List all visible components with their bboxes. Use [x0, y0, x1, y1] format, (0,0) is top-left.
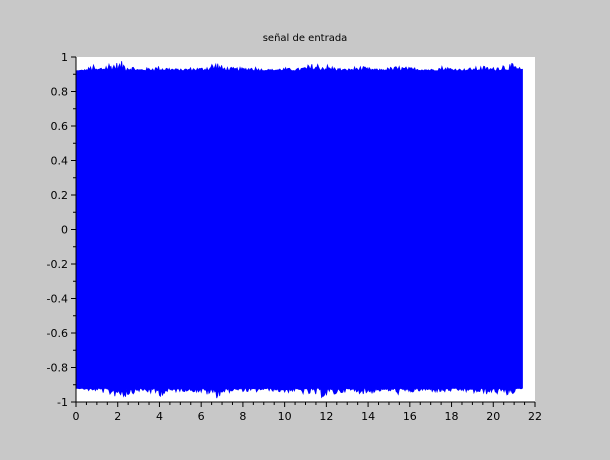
y-tick-label: 0 [61, 224, 68, 237]
y-tick-label: 1 [61, 51, 68, 64]
y-tick-label: 0.2 [51, 189, 69, 202]
y-tick-label: -0.8 [47, 362, 68, 375]
signal-series-0 [75, 61, 523, 399]
y-tick-label: -1 [57, 396, 68, 409]
x-tick-label: 2 [114, 410, 121, 423]
y-tick-label: -0.4 [47, 293, 68, 306]
x-tick-label: 16 [403, 410, 417, 423]
x-tick-label: 0 [73, 410, 80, 423]
y-tick-label: -0.6 [47, 327, 68, 340]
x-tick-label: 12 [319, 410, 333, 423]
y-tick-label: 0.8 [51, 86, 69, 99]
x-tick-label: 4 [156, 410, 163, 423]
x-tick-label: 20 [486, 410, 500, 423]
x-tick-label: 22 [528, 410, 542, 423]
y-tick-label: 0.6 [51, 120, 69, 133]
x-tick-label: 6 [198, 410, 205, 423]
y-tick-label: 0.4 [51, 155, 69, 168]
x-tick-label: 18 [445, 410, 459, 423]
axes-layer: 0 2 4 6 8 10 12 14 16 18 20 22 1 0.8 0.6 0.4 0.2 0 -0.2 -0.… [47, 51, 542, 423]
chart-title: señal de entrada [262, 33, 348, 44]
x-tick-label: 14 [361, 410, 375, 423]
x-tick-label: 10 [278, 410, 292, 423]
series-layer [75, 61, 523, 399]
x-tick-label: 8 [239, 410, 246, 423]
y-tick-label: -0.2 [47, 258, 68, 271]
